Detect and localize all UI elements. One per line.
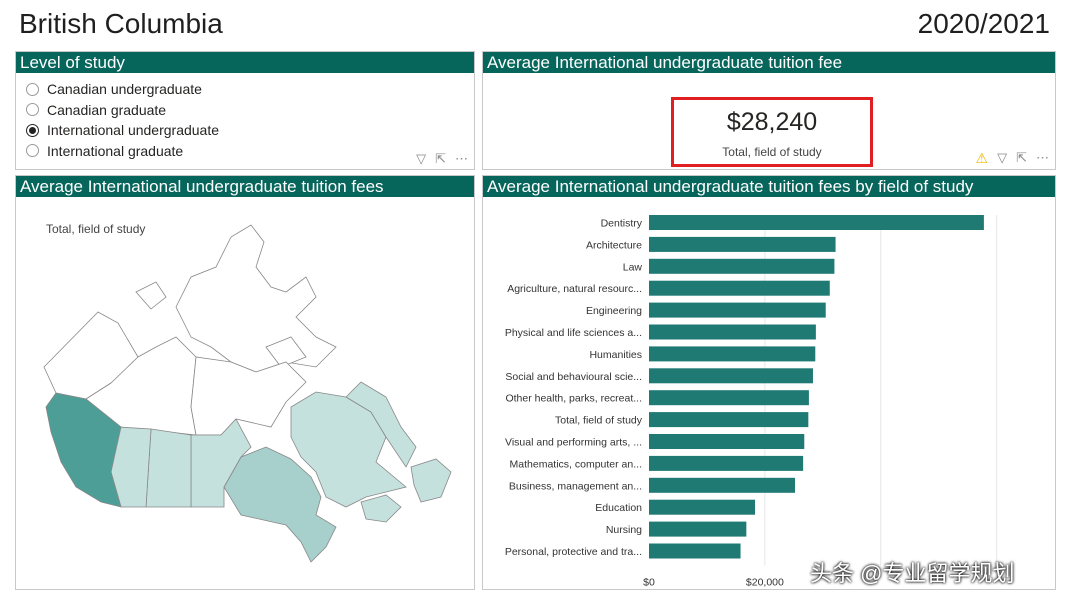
- bar[interactable]: [649, 368, 813, 384]
- map-maritimes: [360, 494, 402, 523]
- bar[interactable]: [649, 434, 805, 449]
- x-tick-label: $20,000: [746, 576, 784, 588]
- bar[interactable]: [649, 302, 826, 318]
- category-label: Engineering: [586, 305, 642, 317]
- category-label: Business, management an...: [509, 480, 642, 492]
- radio-option-canadian-graduate[interactable]: Canadian graduate: [26, 100, 474, 121]
- map-saskatchewan: [145, 428, 192, 508]
- radio-option-international-graduate[interactable]: International graduate: [26, 141, 474, 162]
- bar-chart-header: Average International undergraduate tuit…: [483, 176, 1055, 197]
- kpi-label: Total, field of study: [722, 145, 822, 159]
- map-newfoundland: [410, 458, 452, 503]
- kpi-value: $28,240: [726, 108, 818, 136]
- category-label: Dentistry: [601, 218, 643, 230]
- radio-option-canadian-undergraduate[interactable]: Canadian undergraduate: [26, 79, 474, 100]
- fees-by-field-chart: Average International undergraduate tuit…: [482, 175, 1056, 590]
- radio-label: Canadian graduate: [47, 101, 167, 118]
- bar[interactable]: [649, 258, 835, 274]
- map-manitoba: [190, 418, 252, 508]
- bar[interactable]: [649, 412, 809, 428]
- bar[interactable]: [649, 324, 816, 340]
- category-label: Mathematics, computer an...: [510, 458, 642, 470]
- bar[interactable]: [649, 499, 756, 515]
- bar[interactable]: [649, 346, 816, 362]
- bar[interactable]: [649, 390, 809, 406]
- map-arctic-island-3: [265, 336, 307, 368]
- visual-header-icons: ⚠ ▽ ⇱ ⋯: [976, 150, 1049, 167]
- filter-icon[interactable]: ▽: [997, 150, 1008, 165]
- radio-label: Canadian undergraduate: [47, 81, 202, 98]
- category-label: Law: [623, 261, 643, 273]
- radio-button-icon[interactable]: [26, 144, 39, 158]
- category-label: Personal, protective and tra...: [505, 546, 642, 558]
- x-tick-label: $0: [643, 576, 655, 588]
- map-arctic-island-2: [135, 281, 167, 310]
- map-caption: Total, field of study: [46, 222, 146, 236]
- category-label: Humanities: [589, 349, 642, 361]
- focus-mode-icon[interactable]: ⇱: [1016, 150, 1027, 165]
- bar[interactable]: [649, 477, 796, 493]
- bar[interactable]: [649, 280, 830, 296]
- map-labrador: [345, 381, 417, 468]
- canada-map-panel: Average International undergraduate tuit…: [15, 175, 475, 590]
- page-title: British Columbia: [19, 8, 223, 39]
- radio-label: International graduate: [47, 142, 184, 159]
- level-of-study-slicer: Level of study Canadian undergraduate Ca…: [15, 51, 475, 170]
- focus-mode-icon[interactable]: ⇱: [435, 151, 446, 166]
- map-ontario: [223, 446, 337, 563]
- bar[interactable]: [649, 215, 984, 230]
- radio-button-selected-icon[interactable]: [26, 123, 39, 137]
- bar-chart: Dentistry Architecture Law Agriculture, nat…: [505, 215, 998, 588]
- bar[interactable]: [649, 455, 804, 471]
- bar[interactable]: [649, 236, 836, 252]
- category-label: Agriculture, natural resourc...: [507, 283, 642, 295]
- map-header: Average International undergraduate tuit…: [16, 176, 474, 197]
- category-label: Nursing: [606, 524, 642, 536]
- card-header: Average International undergraduate tuit…: [483, 52, 1055, 73]
- warning-icon[interactable]: ⚠: [975, 150, 989, 166]
- tuition-fee-card: Average International undergraduate tuit…: [482, 51, 1056, 170]
- category-label: Physical and life sciences a...: [505, 327, 642, 339]
- radio-label: International undergraduate: [47, 122, 220, 139]
- map-nunavut: [190, 356, 307, 436]
- radio-button-icon[interactable]: [26, 82, 39, 96]
- level-of-study-header: Level of study: [16, 52, 474, 73]
- level-radio-list: Canadian undergraduate Canadian graduate…: [16, 73, 474, 161]
- category-label: Education: [595, 502, 642, 514]
- visual-header-icons: ▽ ⇱ ⋯: [416, 151, 468, 167]
- category-label: Social and behavioural scie...: [505, 371, 642, 383]
- radio-option-international-undergraduate[interactable]: International undergraduate: [26, 120, 474, 141]
- watermark: 头条 @专业留学规划: [810, 561, 1015, 586]
- kpi-highlight-box: $28,240 Total, field of study: [671, 97, 873, 167]
- category-label: Other health, parks, recreat...: [505, 393, 642, 405]
- bar[interactable]: [649, 521, 747, 537]
- map-british-columbia: [45, 392, 122, 508]
- page-year: 2020/2021: [917, 8, 1050, 39]
- filter-icon[interactable]: ▽: [416, 151, 427, 166]
- more-options-icon[interactable]: ⋯: [1036, 150, 1049, 165]
- radio-button-icon[interactable]: [26, 103, 39, 117]
- category-label: Visual and performing arts, ...: [505, 437, 642, 449]
- category-label: Total, field of study: [555, 415, 643, 427]
- map-arctic-islands: [175, 224, 337, 373]
- canada-map[interactable]: [16, 197, 474, 589]
- category-label: Architecture: [586, 239, 642, 251]
- more-options-icon[interactable]: ⋯: [455, 151, 468, 166]
- bar[interactable]: [649, 543, 741, 559]
